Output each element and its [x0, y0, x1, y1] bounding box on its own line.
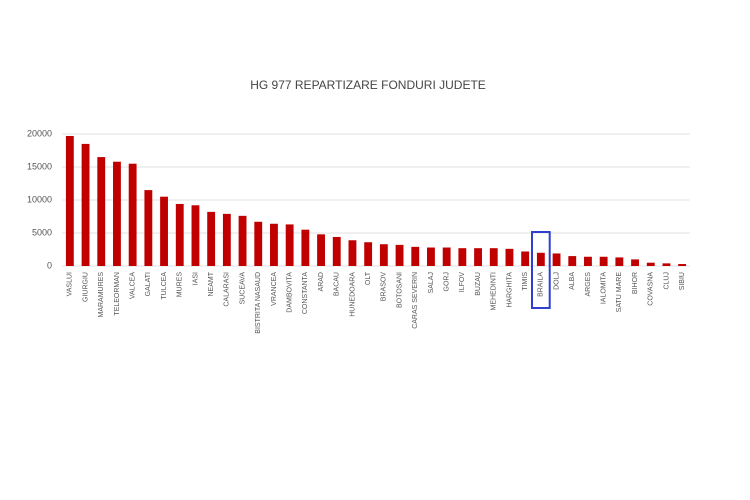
- x-tick-label: MURES: [177, 272, 184, 298]
- x-tick-label: BRAILA: [538, 272, 545, 297]
- bar: [144, 190, 153, 266]
- x-tick-label: VASLUI: [67, 272, 74, 296]
- bar: [615, 257, 624, 266]
- bar: [678, 264, 687, 266]
- x-tick-label: BOTOSANI: [396, 272, 403, 308]
- x-tick-label: ALBA: [569, 272, 576, 290]
- highlight-box: [531, 231, 551, 309]
- x-tick-label: ARGES: [585, 272, 592, 297]
- x-tick-label: COVASNA: [648, 272, 655, 306]
- x-tick-label: BUZAU: [475, 272, 482, 296]
- x-tick-label: VALCEA: [129, 272, 136, 299]
- x-tick-label: TELEORMAN: [114, 272, 121, 316]
- bar: [631, 259, 639, 266]
- bar: [568, 256, 577, 266]
- bar: [489, 248, 498, 266]
- x-tick-label: BISTRITA NASAUD: [255, 272, 262, 334]
- bar: [207, 211, 216, 266]
- bar: [175, 203, 184, 266]
- bar: [301, 229, 310, 266]
- bar: [332, 236, 341, 266]
- bar: [584, 256, 592, 266]
- x-tick-label: DOLJ: [553, 272, 560, 290]
- bar: [238, 215, 247, 266]
- bar: [97, 157, 106, 266]
- bar: [317, 234, 325, 266]
- x-tick-label: GALATI: [145, 272, 152, 296]
- chart-title: HG 977 REPARTIZARE FONDURI JUDETE: [250, 78, 486, 92]
- bar: [427, 247, 435, 266]
- x-tick-label: BIHOR: [632, 272, 639, 294]
- bar: [442, 247, 451, 266]
- bar: [379, 244, 388, 266]
- x-tick-label: IALOMITA: [600, 272, 607, 304]
- bar: [536, 252, 545, 266]
- x-tick-label: DAMBOVITA: [286, 272, 293, 313]
- x-tick-label: SALAJ: [428, 272, 435, 293]
- x-tick-label: NEAMT: [208, 271, 215, 296]
- x-tick-label: BRASOV: [381, 272, 388, 302]
- bar: [113, 161, 121, 266]
- bar: [128, 163, 137, 266]
- bar: [65, 135, 74, 266]
- x-tick-label: GIURGIU: [82, 272, 89, 302]
- y-tick-label: 15000: [27, 161, 52, 171]
- x-tick-label: HARGHITA: [506, 272, 513, 308]
- bar: [521, 251, 530, 266]
- bar: [505, 248, 514, 266]
- x-tick-label: CALARASI: [224, 272, 231, 307]
- y-tick-label: 0: [47, 260, 52, 270]
- x-tick-label: BACAU: [334, 272, 341, 296]
- bar: [458, 248, 467, 266]
- x-tick-label: SIBIU: [679, 272, 686, 290]
- y-tick-label: 5000: [32, 227, 52, 237]
- bar: [285, 224, 294, 266]
- bar: [474, 248, 482, 266]
- bar: [599, 256, 608, 266]
- x-tick-label: OLT: [365, 271, 372, 285]
- x-tick-label: CLUJ: [663, 272, 670, 290]
- x-tick-label: TULCEA: [161, 272, 168, 300]
- x-tick-label: CARAS SEVERIN: [412, 272, 419, 329]
- bar: [222, 213, 231, 266]
- bar: [395, 244, 404, 266]
- x-tick-label: VRANCEA: [271, 272, 278, 306]
- x-tick-label: SATU MARE: [616, 272, 623, 313]
- x-tick-label: TIMIS: [522, 272, 529, 291]
- x-tick-label: IASI: [192, 272, 199, 285]
- bar: [160, 196, 168, 266]
- x-tick-label: ILFOV: [459, 272, 466, 293]
- bar: [348, 240, 357, 266]
- bar: [254, 221, 263, 266]
- x-tick-label: MARAMURES: [98, 272, 105, 318]
- bar: [81, 143, 90, 266]
- bar: [662, 263, 671, 266]
- x-tick-label: MEHEDINTI: [491, 272, 498, 311]
- x-tick-label: ARAD: [318, 272, 325, 291]
- x-tick-label: SUCEAVA: [239, 272, 246, 305]
- bar: [270, 223, 278, 266]
- y-tick-label: 10000: [27, 194, 52, 204]
- x-tick-label: HUNEDOARA: [349, 272, 356, 317]
- x-tick-label: CONSTANTA: [302, 272, 309, 314]
- bar: [552, 253, 561, 266]
- bar: [411, 246, 420, 266]
- bar: [191, 205, 200, 266]
- bar: [646, 262, 655, 266]
- y-tick-label: 20000: [27, 128, 52, 138]
- bar: [364, 242, 373, 266]
- x-tick-label: GORJ: [443, 272, 450, 291]
